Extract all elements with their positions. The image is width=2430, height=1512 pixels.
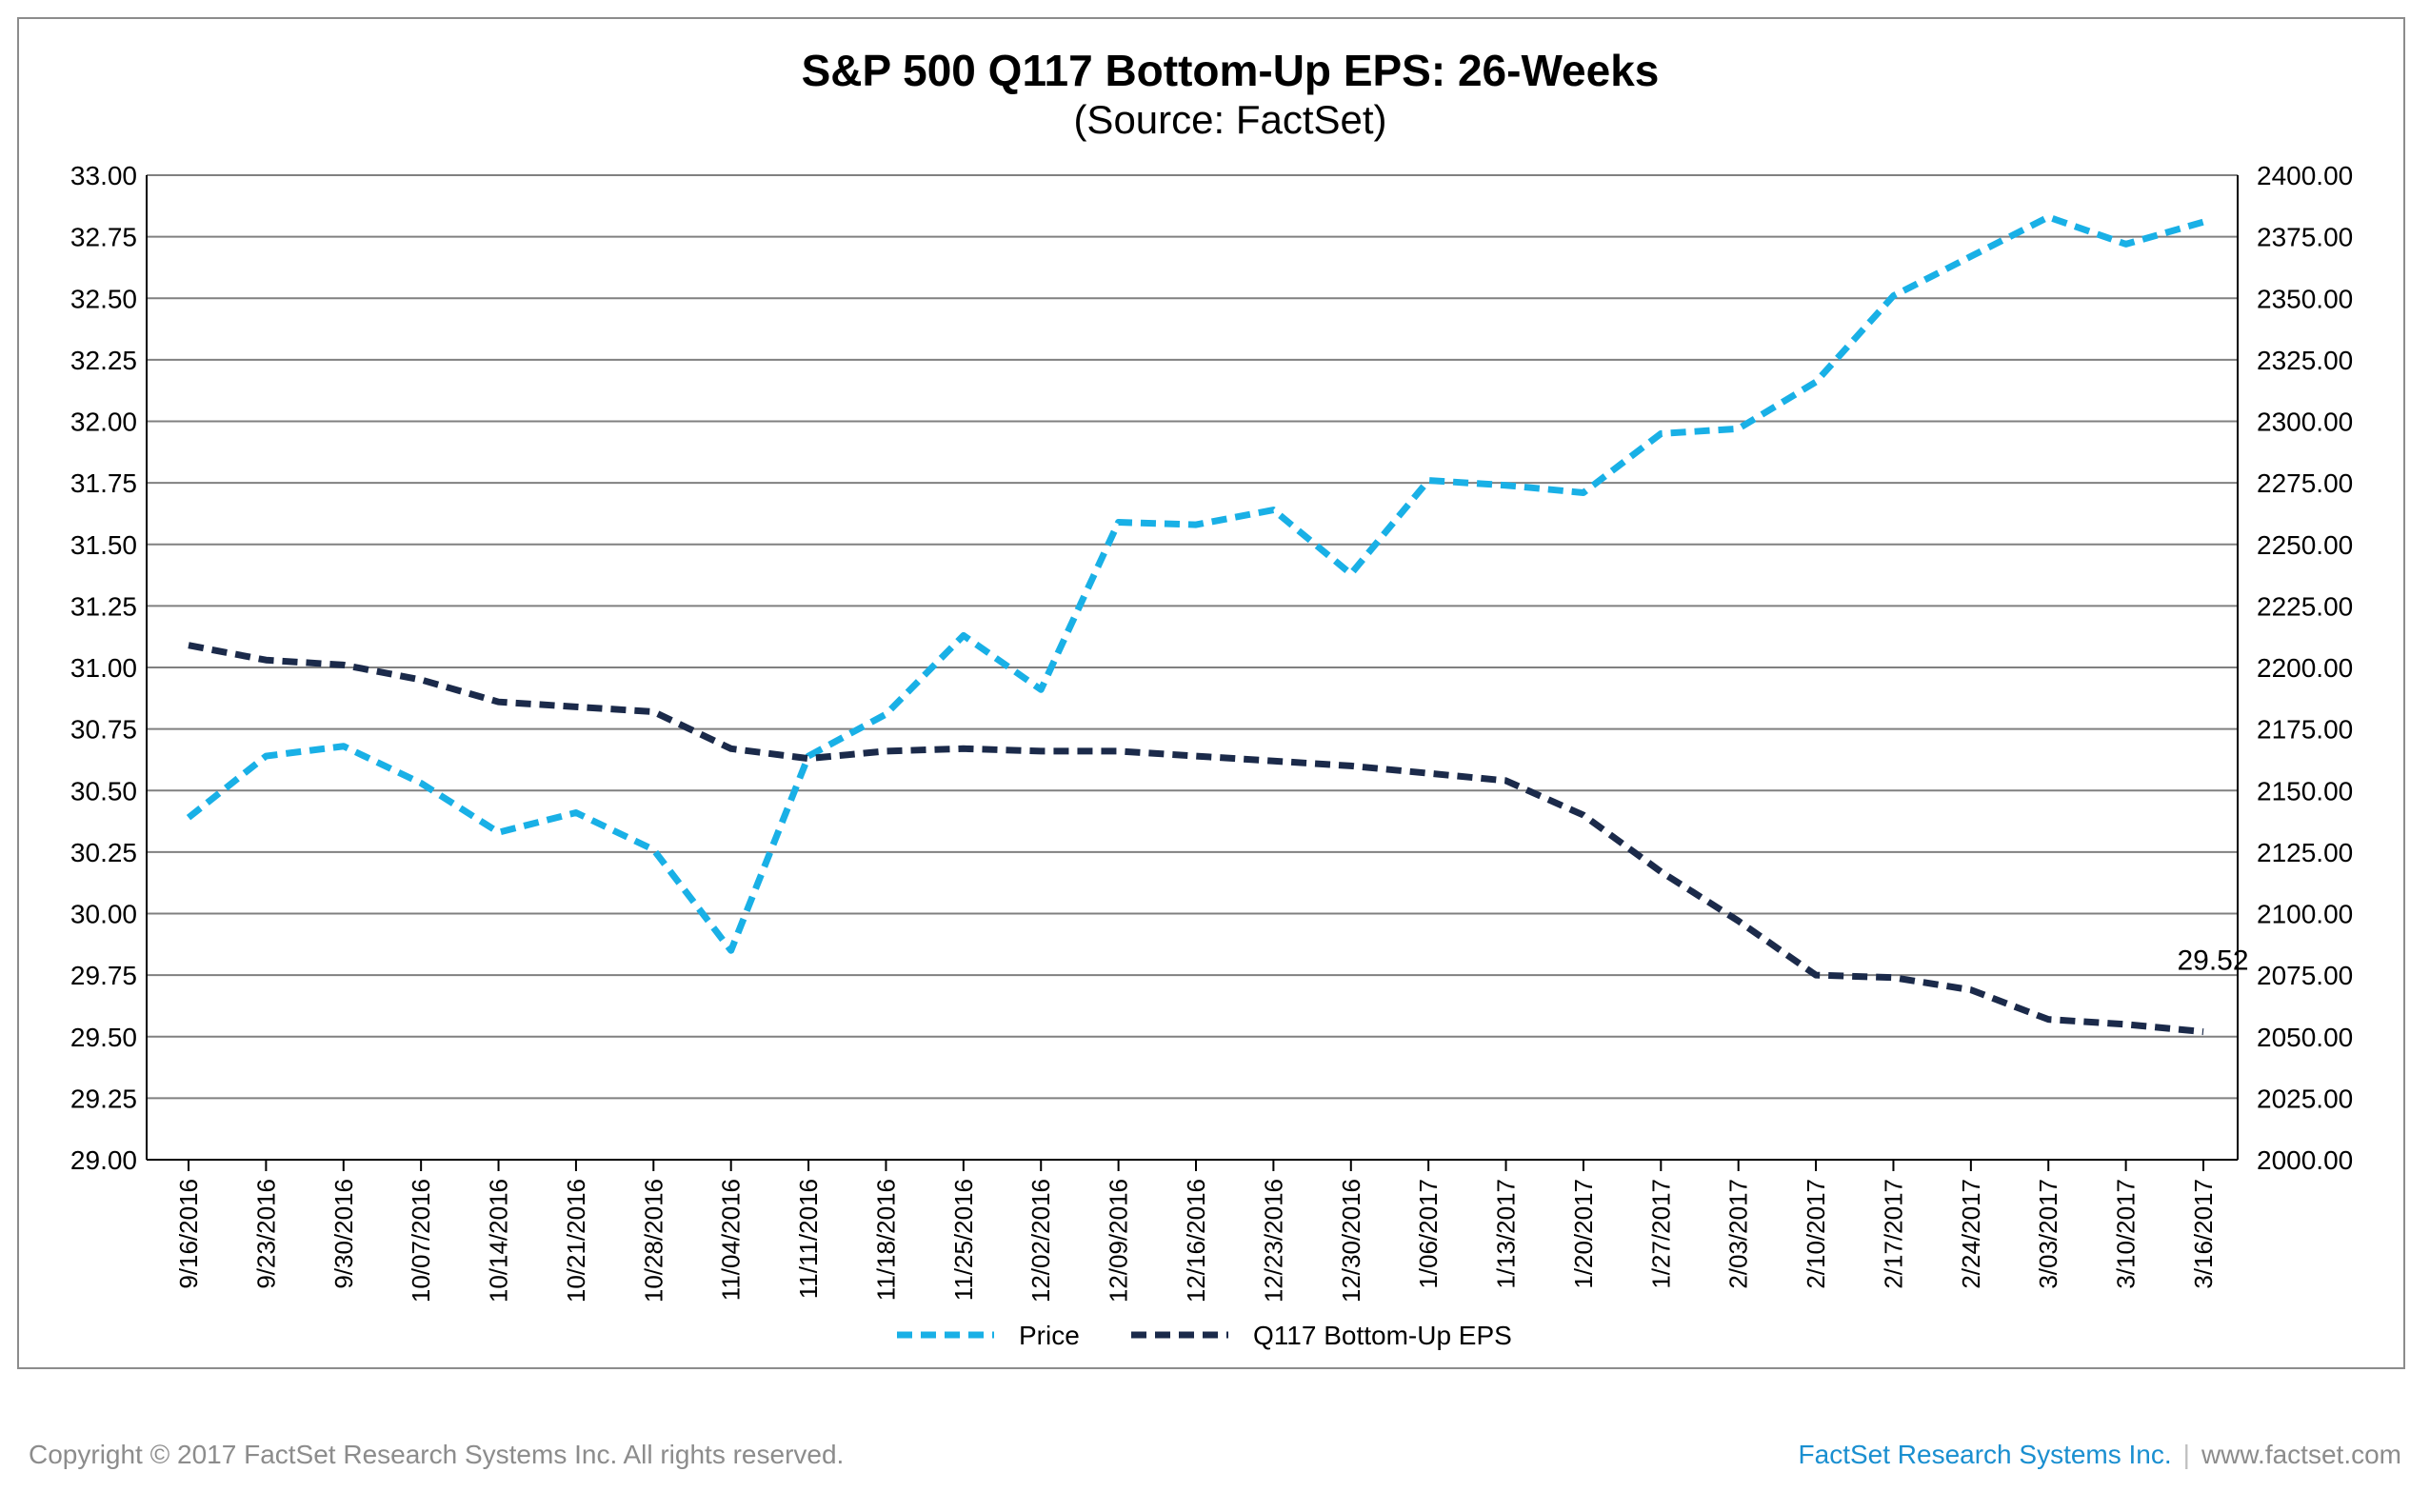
x-tick-label: 9/30/2016 bbox=[329, 1179, 358, 1289]
y-left-tick-label: 31.00 bbox=[70, 653, 137, 683]
legend-label: Price bbox=[1019, 1321, 1080, 1350]
x-tick-label: 1/13/2017 bbox=[1492, 1179, 1521, 1289]
y-right-tick-label: 2275.00 bbox=[2257, 468, 2353, 498]
y-right-tick-label: 2025.00 bbox=[2257, 1084, 2353, 1113]
y-left-tick-label: 32.25 bbox=[70, 346, 137, 375]
x-tick-label: 3/16/2017 bbox=[2189, 1179, 2218, 1289]
y-left-tick-label: 32.00 bbox=[70, 408, 137, 437]
y-left-tick-label: 30.50 bbox=[70, 776, 137, 806]
chart-svg: S&P 500 Q117 Bottom-Up EPS: 26-Weeks (So… bbox=[70, 46, 2353, 1350]
y-left-tick-label: 30.75 bbox=[70, 715, 137, 745]
x-tick-label: 12/02/2016 bbox=[1026, 1179, 1055, 1303]
x-tick-label: 1/06/2017 bbox=[1414, 1179, 1443, 1289]
x-tick-label: 9/16/2016 bbox=[174, 1179, 203, 1289]
y-right-tick-label: 2100.00 bbox=[2257, 900, 2353, 929]
x-tick-label: 1/20/2017 bbox=[1569, 1179, 1598, 1289]
x-tick-label: 10/07/2016 bbox=[407, 1179, 435, 1303]
y-left-tick-label: 29.00 bbox=[70, 1145, 137, 1175]
y-left-tick-label: 31.50 bbox=[70, 530, 137, 560]
y-left-tick-label: 33.00 bbox=[70, 161, 137, 190]
x-tick-label: 12/23/2016 bbox=[1259, 1179, 1287, 1303]
gridlines bbox=[147, 174, 2238, 1161]
y-left-tick-label: 32.50 bbox=[70, 284, 137, 313]
x-tick-label: 11/25/2016 bbox=[949, 1179, 978, 1301]
axes: 29.00 29.25 29.50 29.75 30.00 30.25 30.50 30.75… bbox=[70, 161, 2353, 1303]
eps-last-value-label: 29.52 bbox=[2177, 945, 2248, 977]
x-tick-label: 11/04/2016 bbox=[717, 1179, 746, 1301]
x-tick-label: 3/03/2017 bbox=[2034, 1179, 2062, 1289]
footer-company-link[interactable]: FactSet Research Systems Inc. bbox=[1798, 1440, 2172, 1469]
y-right-tick-label: 2050.00 bbox=[2257, 1023, 2353, 1052]
x-tick-label: 10/21/2016 bbox=[562, 1179, 590, 1303]
y-right-tick-label: 2125.00 bbox=[2257, 838, 2353, 867]
footer-copyright: Copyright © 2017 FactSet Research System… bbox=[29, 1440, 845, 1469]
y-left-tick-label: 31.25 bbox=[70, 591, 137, 621]
y-right-tick-label: 2400.00 bbox=[2257, 161, 2353, 190]
y-left-tick-label: 29.50 bbox=[70, 1023, 137, 1052]
y-right-tick-label: 2225.00 bbox=[2257, 591, 2353, 621]
y-left-tick-label: 29.25 bbox=[70, 1084, 137, 1113]
x-tick-label: 12/09/2016 bbox=[1105, 1179, 1133, 1303]
y-right-tick-label: 2250.00 bbox=[2257, 530, 2353, 560]
x-tick-label: 2/17/2017 bbox=[1879, 1179, 1907, 1289]
y-left-tick-label: 31.75 bbox=[70, 468, 137, 498]
y-left-tick-label: 29.75 bbox=[70, 961, 137, 990]
series-lines: 29.52 bbox=[186, 213, 2249, 1036]
chart-frame: S&P 500 Q117 Bottom-Up EPS: 26-Weeks (So… bbox=[17, 17, 2405, 1369]
y-right-tick-label: 2300.00 bbox=[2257, 408, 2353, 437]
chart-subtitle: (Source: FactSet) bbox=[1073, 97, 1386, 142]
legend: Price Q117 Bottom-Up EPS bbox=[897, 1321, 1512, 1350]
x-tick-label: 11/18/2016 bbox=[871, 1179, 900, 1301]
y-right-tick-label: 2325.00 bbox=[2257, 346, 2353, 375]
y-right-tick-label: 2075.00 bbox=[2257, 961, 2353, 990]
y-right-tick-label: 2175.00 bbox=[2257, 715, 2353, 745]
x-tick-label: 11/11/2016 bbox=[794, 1179, 823, 1299]
x-tick-label: 12/30/2016 bbox=[1337, 1179, 1365, 1303]
y-right-tick-label: 2200.00 bbox=[2257, 653, 2353, 683]
footer-separator: | bbox=[2182, 1440, 2190, 1469]
footer-website-link[interactable]: www.factset.com bbox=[2201, 1440, 2401, 1469]
x-tick-label: 10/28/2016 bbox=[639, 1179, 667, 1303]
x-tick-label: 2/03/2017 bbox=[1724, 1179, 1753, 1289]
x-tick-label: 12/16/2016 bbox=[1182, 1179, 1210, 1303]
y-right-tick-label: 2375.00 bbox=[2257, 223, 2353, 252]
y-left-tick-label: 30.25 bbox=[70, 838, 137, 867]
x-tick-label: 9/23/2016 bbox=[251, 1179, 280, 1289]
footer-right: FactSet Research Systems Inc. | www.factse… bbox=[1799, 1440, 2401, 1470]
x-tick-label: 2/24/2017 bbox=[1957, 1179, 1985, 1289]
y-left-tick-label: 32.75 bbox=[70, 223, 137, 252]
x-tick-label: 2/10/2017 bbox=[1802, 1179, 1830, 1289]
y-right-tick-label: 2150.00 bbox=[2257, 776, 2353, 806]
y-left-tick-label: 30.00 bbox=[70, 900, 137, 929]
y-right-tick-label: 2000.00 bbox=[2257, 1145, 2353, 1175]
x-tick-label: 3/10/2017 bbox=[2112, 1179, 2141, 1289]
eps-series-line bbox=[188, 642, 2204, 1036]
chart-title: S&P 500 Q117 Bottom-Up EPS: 26-Weeks bbox=[802, 46, 1660, 95]
price-series-line bbox=[186, 213, 2204, 954]
legend-label: Q117 Bottom-Up EPS bbox=[1253, 1321, 1512, 1350]
y-right-tick-label: 2350.00 bbox=[2257, 284, 2353, 313]
x-tick-label: 10/14/2016 bbox=[485, 1179, 513, 1303]
x-tick-label: 1/27/2017 bbox=[1646, 1179, 1675, 1289]
